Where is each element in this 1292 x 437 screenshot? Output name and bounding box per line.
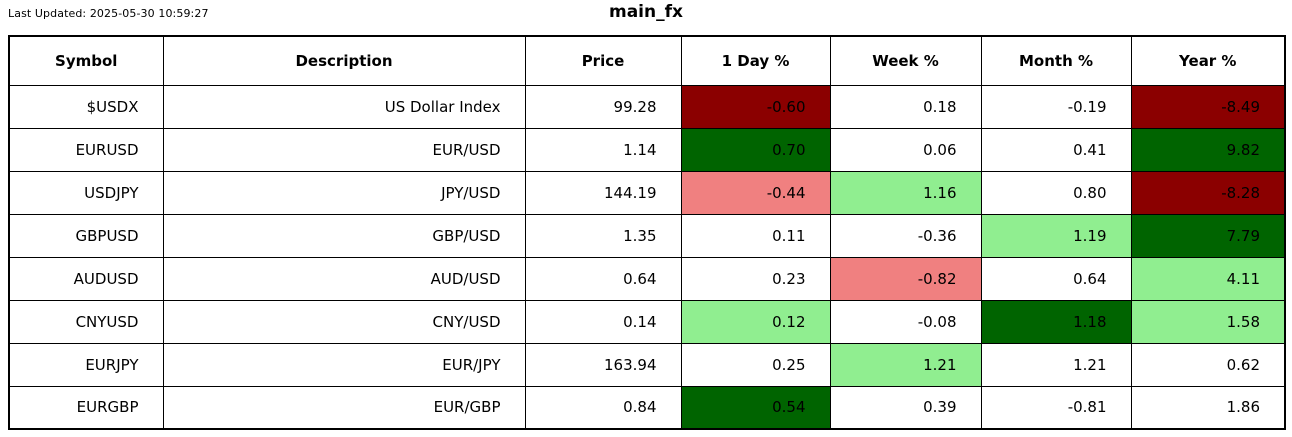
day-pct-cell: 0.70 (680, 127, 831, 172)
column-header-month-pct: Month % (980, 35, 1132, 86)
symbol-cell: GBPUSD (8, 213, 164, 258)
description-cell: GBP/USD (162, 213, 526, 258)
table-row: CNYUSD CNY/USD 0.14 0.12 -0.08 1.18 1.58 (8, 299, 1286, 344)
symbol-cell: EURUSD (8, 127, 164, 172)
price-cell: 0.64 (524, 256, 682, 301)
symbol-cell: AUDUSD (8, 256, 164, 301)
month-pct-cell: 1.21 (980, 342, 1132, 387)
year-pct-cell: 4.11 (1130, 256, 1286, 301)
price-cell: 0.14 (524, 299, 682, 344)
week-pct-cell: -0.08 (829, 299, 982, 344)
year-pct-cell: -8.49 (1130, 84, 1286, 129)
table-row: AUDUSD AUD/USD 0.64 0.23 -0.82 0.64 4.11 (8, 256, 1286, 301)
day-pct-cell: -0.60 (680, 84, 831, 129)
symbol-cell: CNYUSD (8, 299, 164, 344)
symbol-cell: $USDX (8, 84, 164, 129)
table-row: EURGBP EUR/GBP 0.84 0.54 0.39 -0.81 1.86 (8, 385, 1286, 430)
table-row: $USDX US Dollar Index 99.28 -0.60 0.18 -0.19-… (8, 84, 1286, 129)
year-pct-cell: 0.62 (1130, 342, 1286, 387)
description-cell: US Dollar Index (162, 84, 526, 129)
price-cell: 99.28 (524, 84, 682, 129)
day-pct-cell: 0.23 (680, 256, 831, 301)
week-pct-cell: 0.39 (829, 385, 982, 430)
month-pct-cell: 1.18 (980, 299, 1132, 344)
column-header-symbol: Symbol (8, 35, 164, 86)
symbol-cell: EURJPY (8, 342, 164, 387)
description-cell: EUR/GBP (162, 385, 526, 430)
day-pct-cell: 0.54 (680, 385, 831, 430)
column-header-day-pct: 1 Day % (680, 35, 831, 86)
month-pct-cell: -0.81 (980, 385, 1132, 430)
month-pct-cell: 0.41 (980, 127, 1132, 172)
price-cell: 0.84 (524, 385, 682, 430)
description-cell: AUD/USD (162, 256, 526, 301)
year-pct-cell: 9.82 (1130, 127, 1286, 172)
table-row: USDJPY JPY/USD 144.19 -0.44 1.16 0.80 -8.28 (8, 170, 1286, 215)
description-cell: JPY/USD (162, 170, 526, 215)
year-pct-cell: -8.28 (1130, 170, 1286, 215)
header-row: Symbol Description Price 1 Day % Week % Month… (8, 35, 1286, 86)
table-row: EURJPY EUR/JPY 163.94 0.25 1.21 1.21 0.62 (8, 342, 1286, 387)
day-pct-cell: -0.44 (680, 170, 831, 215)
price-cell: 144.19 (524, 170, 682, 215)
column-header-year-pct: Year % (1130, 35, 1286, 86)
symbol-cell: EURGBP (8, 385, 164, 430)
week-pct-cell: 0.06 (829, 127, 982, 172)
description-cell: CNY/USD (162, 299, 526, 344)
table-body: $USDX US Dollar Index 99.28 -0.60 0.18 -0.19-… (8, 84, 1286, 430)
price-cell: 1.14 (524, 127, 682, 172)
column-header-price: Price (524, 35, 682, 86)
month-pct-cell: 0.80 (980, 170, 1132, 215)
week-pct-cell: -0.36 (829, 213, 982, 258)
table-row: EURUSD EUR/USD 1.14 0.70 0.06 0.41 9.82 (8, 127, 1286, 172)
description-cell: EUR/USD (162, 127, 526, 172)
column-header-description: Description (162, 35, 526, 86)
month-pct-cell: -0.19 (980, 84, 1132, 129)
month-pct-cell: 1.19 (980, 213, 1132, 258)
year-pct-cell: 1.86 (1130, 385, 1286, 430)
day-pct-cell: 0.12 (680, 299, 831, 344)
day-pct-cell: 0.25 (680, 342, 831, 387)
price-cell: 1.35 (524, 213, 682, 258)
table-row: GBPUSD GBP/USD 1.35 0.11 -0.36 1.19 7.79 (8, 213, 1286, 258)
day-pct-cell: 0.11 (680, 213, 831, 258)
column-header-week-pct: Week % (829, 35, 982, 86)
week-pct-cell: 1.21 (829, 342, 982, 387)
price-cell: 163.94 (524, 342, 682, 387)
last-updated-label: Last Updated: 2025-05-30 10:59:27 (8, 7, 209, 20)
week-pct-cell: -0.82 (829, 256, 982, 301)
week-pct-cell: 1.16 (829, 170, 982, 215)
month-pct-cell: 0.64 (980, 256, 1132, 301)
week-pct-cell: 0.18 (829, 84, 982, 129)
fx-table: Symbol Description Price 1 Day % Week % Month… (8, 35, 1286, 430)
description-cell: EUR/JPY (162, 342, 526, 387)
page-title: main_fx (609, 2, 683, 22)
symbol-cell: USDJPY (8, 170, 164, 215)
year-pct-cell: 1.58 (1130, 299, 1286, 344)
year-pct-cell: 7.79 (1130, 213, 1286, 258)
